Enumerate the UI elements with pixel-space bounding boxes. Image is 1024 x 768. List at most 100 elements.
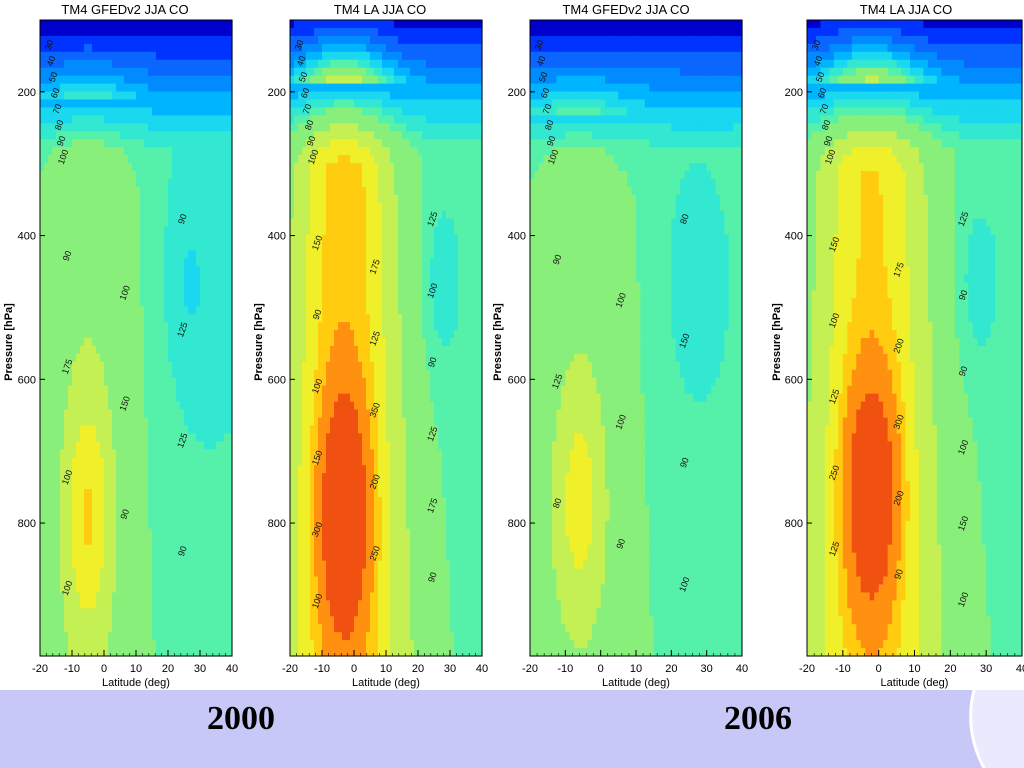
contour-cell <box>188 600 193 609</box>
contour-cell <box>100 552 105 562</box>
contour-cell <box>60 242 65 252</box>
contour-cell <box>322 369 327 379</box>
contour-cell <box>318 99 323 109</box>
contour-cell <box>334 544 339 554</box>
contour-cell <box>160 592 165 601</box>
contour-cell <box>228 536 233 546</box>
contour-cell <box>302 536 307 546</box>
contour-cell <box>172 115 177 124</box>
contour-cell <box>136 465 141 474</box>
contour-cell <box>228 330 233 339</box>
contour-cell <box>80 59 85 69</box>
contour-cell <box>318 314 323 323</box>
contour-cell <box>76 274 81 283</box>
contour-cell <box>298 385 303 395</box>
contour-cell <box>172 67 177 77</box>
contour-cell <box>96 123 101 132</box>
contour-cell <box>40 202 45 212</box>
contour-cell <box>334 43 339 53</box>
contour-cell <box>322 99 327 109</box>
contour-cell <box>108 544 113 554</box>
contour-cell <box>294 99 299 109</box>
contour-cell <box>84 385 89 395</box>
contour-cell <box>334 512 339 522</box>
contour-cell <box>216 640 221 649</box>
contour-cell <box>76 393 81 403</box>
contour-cell <box>144 210 149 220</box>
contour-cell <box>314 210 319 220</box>
contour-cell <box>56 43 61 53</box>
contour-label: 100 <box>60 469 75 487</box>
contour-cell <box>40 115 45 124</box>
contour-cell <box>326 147 331 156</box>
contour-cell <box>64 274 69 283</box>
contour-cell <box>212 377 217 387</box>
contour-cell <box>108 210 113 220</box>
contour-cell <box>124 171 129 180</box>
contour-cell <box>224 234 229 244</box>
contour-cell <box>224 282 229 291</box>
contour-cell <box>96 107 101 116</box>
contour-cell <box>160 147 165 156</box>
contour-cell <box>176 536 181 546</box>
contour-cell <box>100 584 105 593</box>
contour-cell <box>228 147 233 156</box>
contour-cell <box>318 226 323 236</box>
contour-cell <box>180 99 185 109</box>
contour-cell <box>72 520 77 530</box>
contour-cell <box>212 512 217 522</box>
contour-cell <box>290 377 295 387</box>
contour-cell <box>228 600 233 609</box>
contour-cell <box>48 274 53 283</box>
contour-cell <box>80 179 85 188</box>
contour-cell <box>124 306 129 315</box>
contour-cell <box>330 298 335 307</box>
contour-cell <box>148 290 153 299</box>
contour-cell <box>342 20 347 29</box>
contour-cell <box>48 504 53 514</box>
contour-cell <box>52 377 57 387</box>
contour-cell <box>322 258 327 268</box>
contour-cell <box>72 473 77 482</box>
contour-cell <box>40 43 45 53</box>
contour-cell <box>212 179 217 188</box>
contour-cell <box>88 353 93 363</box>
contour-cell <box>188 155 193 164</box>
contour-cell <box>188 51 193 61</box>
contour-cell <box>156 147 161 156</box>
contour-cell <box>334 258 339 268</box>
contour-cell <box>152 345 157 355</box>
contour-cell <box>144 353 149 363</box>
contour-cell <box>176 584 181 593</box>
contour-cell <box>306 35 311 45</box>
contour-cell <box>120 584 125 593</box>
contour-cell <box>184 147 189 156</box>
contour-cell <box>164 59 169 69</box>
contour-cell <box>68 258 73 268</box>
contour-cell <box>40 266 45 275</box>
contour-cell <box>326 258 331 268</box>
contour-cell <box>306 202 311 212</box>
contour-cell <box>318 139 323 148</box>
contour-cell <box>112 290 117 299</box>
contour-cell <box>334 473 339 482</box>
contour-cell <box>290 504 295 514</box>
contour-cell <box>124 298 129 307</box>
contour-cell <box>88 91 93 101</box>
contour-cell <box>76 139 81 148</box>
contour-cell <box>172 616 177 625</box>
contour-cell <box>140 481 145 490</box>
contour-cell <box>188 592 193 601</box>
contour-cell <box>192 202 197 212</box>
contour-cell <box>144 298 149 307</box>
contour-cell <box>192 306 197 315</box>
contour-cell <box>144 544 149 554</box>
contour-cell <box>144 242 149 252</box>
contour-cell <box>120 107 125 116</box>
contour-cell <box>338 123 343 132</box>
contour-cell <box>176 345 181 355</box>
contour-cell <box>104 353 109 363</box>
contour-cell <box>224 632 229 641</box>
contour-cell <box>176 465 181 474</box>
contour-cell <box>140 361 145 371</box>
